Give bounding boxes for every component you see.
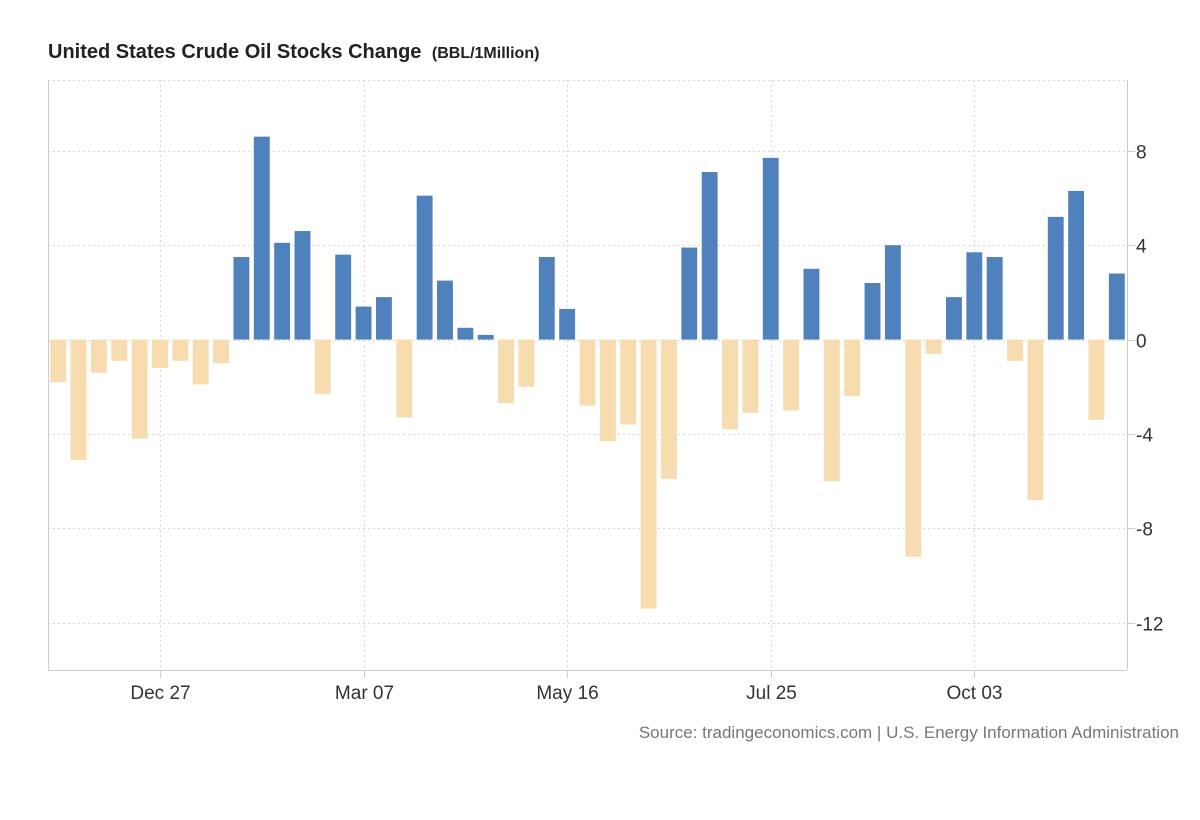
bar[interactable]: [925, 339, 942, 354]
x-tick-label: Dec 27: [130, 683, 190, 704]
bar[interactable]: [396, 339, 413, 418]
bar[interactable]: [762, 157, 779, 340]
bar[interactable]: [314, 339, 331, 394]
bar[interactable]: [844, 339, 861, 397]
bar[interactable]: [986, 257, 1003, 340]
bar[interactable]: [70, 339, 87, 460]
x-axis-labels: Dec 27 Mar 07 May 16 Jul 25 Oct 03: [130, 683, 1002, 704]
bar[interactable]: [538, 257, 555, 340]
y-tick-label: -8: [1136, 520, 1153, 541]
bar[interactable]: [722, 339, 738, 430]
chart-title: United States Crude Oil Stocks Change (B…: [48, 41, 539, 63]
bar[interactable]: [1108, 273, 1125, 340]
bar[interactable]: [192, 339, 209, 385]
bar[interactable]: [823, 339, 840, 482]
bar[interactable]: [213, 339, 229, 364]
bar[interactable]: [233, 257, 250, 340]
bar[interactable]: [864, 282, 881, 340]
y-tick-label: 0: [1136, 332, 1147, 353]
bar[interactable]: [905, 339, 922, 557]
bars: [50, 136, 1125, 609]
bar[interactable]: [620, 339, 637, 425]
bar[interactable]: [742, 339, 759, 413]
bar[interactable]: [640, 339, 657, 609]
bar[interactable]: [579, 339, 596, 406]
bar[interactable]: [518, 339, 535, 387]
bar[interactable]: [253, 136, 270, 340]
bar[interactable]: [660, 339, 677, 479]
bar[interactable]: [599, 339, 616, 442]
bar[interactable]: [946, 297, 962, 340]
axes: [48, 80, 1135, 678]
bar[interactable]: [437, 280, 453, 340]
bar[interactable]: [681, 247, 698, 340]
bar[interactable]: [90, 339, 107, 373]
y-tick-label: 8: [1136, 143, 1147, 164]
chart-title-unit: (BBL/1Million): [432, 45, 540, 62]
bar[interactable]: [966, 252, 983, 340]
bar[interactable]: [884, 245, 901, 340]
bar[interactable]: [416, 195, 433, 340]
bar[interactable]: [152, 339, 168, 368]
bar[interactable]: [1068, 190, 1085, 340]
y-tick-label: -12: [1136, 615, 1163, 636]
bar[interactable]: [701, 172, 718, 340]
x-tick-label: Mar 07: [335, 683, 394, 704]
bar[interactable]: [335, 254, 352, 340]
bar[interactable]: [1027, 339, 1044, 501]
y-axis-labels: 8 4 0 -4 -8 -12: [1136, 143, 1163, 636]
bar[interactable]: [477, 334, 494, 340]
x-tick-label: Oct 03: [947, 683, 1003, 704]
bar[interactable]: [50, 339, 67, 383]
bar[interactable]: [172, 339, 189, 361]
bar[interactable]: [559, 308, 576, 340]
bar[interactable]: [355, 306, 372, 340]
bar[interactable]: [274, 242, 291, 340]
y-tick-label: 4: [1136, 237, 1147, 258]
bar[interactable]: [1047, 216, 1064, 340]
x-tick-label: Jul 25: [746, 683, 797, 704]
bar[interactable]: [111, 339, 128, 361]
bar[interactable]: [131, 339, 148, 439]
bar[interactable]: [294, 231, 311, 340]
bar[interactable]: [783, 339, 800, 411]
source-note: Source: tradingeconomics.com | U.S. Ener…: [639, 723, 1179, 742]
bar[interactable]: [1007, 339, 1023, 361]
bar[interactable]: [457, 327, 474, 340]
gridlines: [48, 80, 1127, 670]
bar[interactable]: [375, 297, 392, 340]
bar[interactable]: [803, 268, 820, 340]
bar[interactable]: [1088, 339, 1105, 420]
chart-title-main: United States Crude Oil Stocks Change: [48, 41, 421, 63]
bar[interactable]: [498, 339, 515, 404]
y-tick-label: -4: [1136, 426, 1153, 447]
x-tick-label: May 16: [536, 683, 598, 704]
